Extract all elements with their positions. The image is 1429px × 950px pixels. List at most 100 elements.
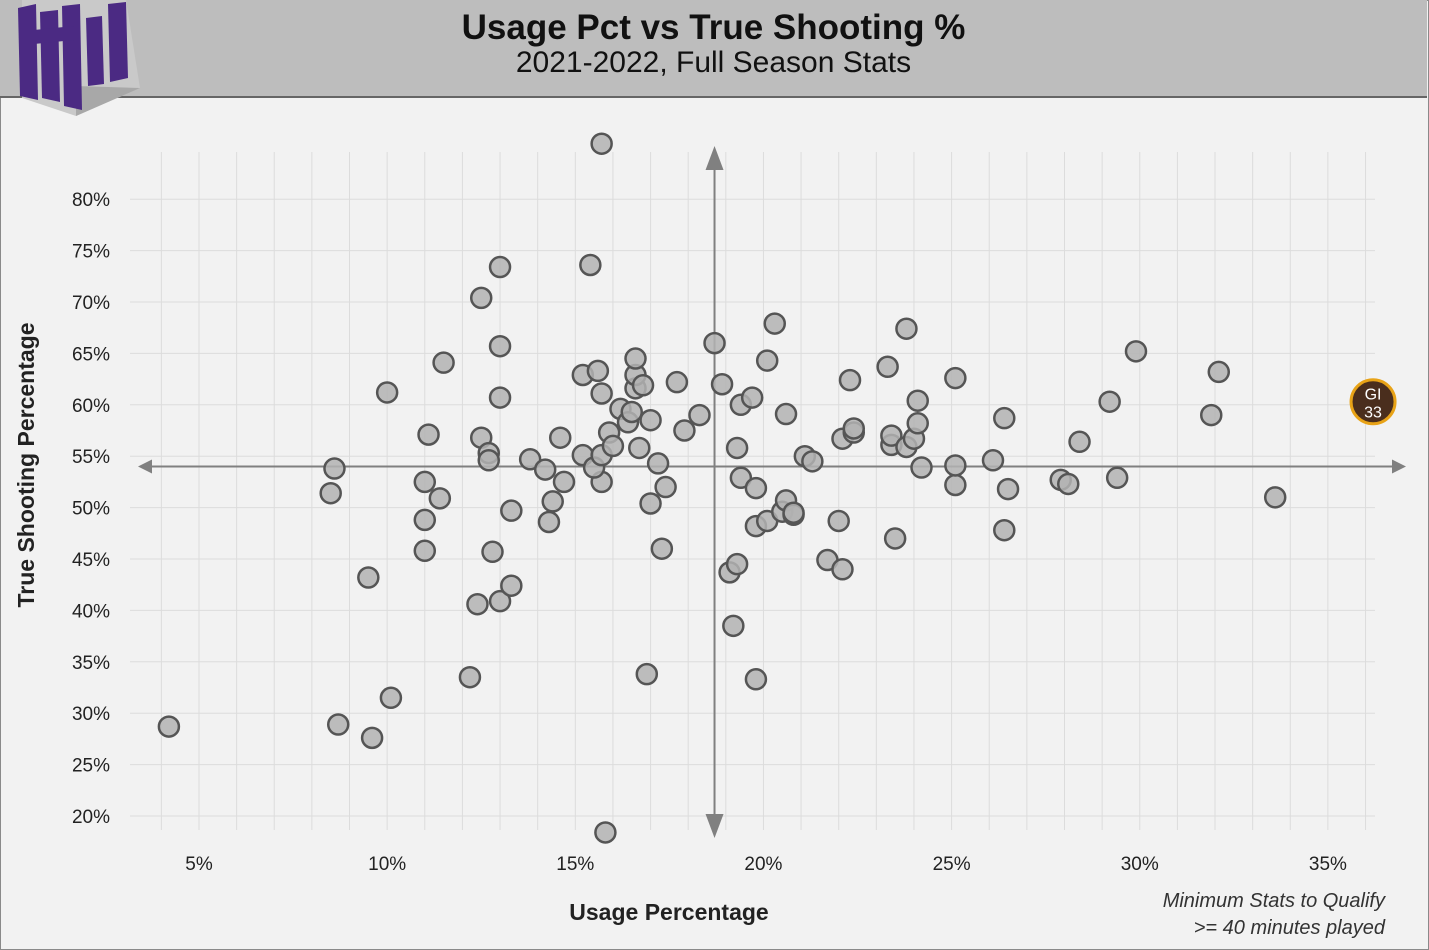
y-tick-label: 55%: [72, 447, 110, 468]
data-point: [1068, 430, 1091, 454]
data-point: [996, 477, 1020, 501]
data-point: [981, 449, 1005, 472]
data-point: [413, 539, 437, 563]
y-tick-label: 80%: [72, 190, 110, 211]
data-point: [500, 574, 523, 597]
data-point: [1105, 466, 1129, 490]
y-tick-label: 75%: [72, 242, 110, 263]
data-point: [782, 501, 805, 524]
data-point: [880, 424, 903, 447]
data-point: [590, 132, 613, 155]
data-point: [413, 470, 437, 494]
data-point: [635, 662, 659, 686]
data-point: [624, 347, 647, 370]
x-tick-label: 25%: [933, 854, 971, 875]
data-point: [1263, 486, 1287, 509]
x-tick-label: 5%: [185, 854, 213, 875]
y-tick-label: 40%: [72, 601, 110, 622]
note-line-2: >= 40 minutes played: [1193, 917, 1385, 939]
data-point: [650, 537, 674, 560]
data-point: [895, 317, 918, 340]
data-point: [842, 417, 866, 440]
data-point: [944, 473, 967, 497]
data-point: [518, 448, 542, 471]
data-point: [1098, 390, 1121, 413]
data-point: [755, 349, 779, 372]
data-point: [379, 686, 403, 710]
data-point: [323, 457, 346, 480]
x-tick-label: 15%: [556, 854, 594, 875]
data-point: [477, 449, 501, 472]
note-line-1: Minimum Stats to Qualify: [1162, 890, 1385, 912]
data-point: [722, 614, 745, 638]
data-point: [831, 558, 854, 581]
y-tick-label: 45%: [72, 550, 110, 571]
data-point: [665, 370, 689, 394]
data-point: [458, 665, 482, 689]
data-point: [710, 372, 734, 396]
data-point: [827, 509, 850, 533]
highlight-label-line-1: GI: [1365, 387, 1382, 404]
data-point: [466, 592, 489, 616]
data-point: [725, 436, 749, 460]
data-point: [413, 508, 437, 532]
data-point: [801, 450, 824, 473]
data-point: [590, 382, 613, 405]
data-point: [993, 406, 1016, 430]
y-tick-label: 25%: [72, 756, 110, 777]
data-point: [1124, 340, 1148, 363]
data-point: [533, 458, 557, 481]
highlight-label-line-2: 33: [1364, 405, 1382, 422]
data-point: [639, 408, 662, 432]
data-point: [646, 452, 670, 475]
data-point: [488, 386, 512, 409]
data-point: [688, 403, 711, 427]
data-point: [876, 355, 899, 379]
data-point: [1199, 403, 1223, 427]
data-point: [740, 386, 764, 409]
crosshair-axes: [138, 146, 1406, 838]
data-point: [357, 566, 380, 589]
data-point: [993, 518, 1016, 542]
team-logo: [18, 0, 140, 116]
y-tick-label: 65%: [72, 344, 110, 365]
data-point: [654, 475, 677, 499]
data-point: [432, 351, 455, 374]
data-point: [744, 668, 768, 691]
data-point: [703, 331, 726, 355]
data-point: [729, 466, 753, 490]
y-tick-label: 50%: [72, 499, 110, 520]
data-point: [763, 312, 786, 335]
y-tick-label: 70%: [72, 293, 110, 314]
data-point: [548, 426, 572, 449]
data-point: [541, 490, 564, 513]
data-point: [552, 470, 576, 494]
data-point: [628, 436, 651, 460]
data-point: [1207, 360, 1231, 384]
data-point: [417, 423, 440, 446]
data-point: [488, 589, 512, 613]
data-point: [744, 476, 768, 500]
chart-title: Usage Pct vs True Shooting %: [461, 8, 966, 47]
data-point: [906, 412, 929, 435]
x-axis-title: Usage Percentage: [569, 899, 768, 925]
data-point: [673, 419, 696, 442]
data-point: [944, 366, 967, 390]
y-tick-label: 20%: [72, 807, 110, 828]
data-point: [639, 492, 662, 515]
data-point: [469, 286, 493, 310]
data-point: [157, 715, 181, 738]
x-tick-label: 20%: [744, 854, 782, 875]
data-point: [631, 374, 655, 397]
data-point: [481, 540, 504, 564]
data-point: [586, 359, 610, 383]
highlight-marker: [1349, 378, 1397, 426]
y-tick-labels: 20% 25% 30% 35% 40% 45% 50% 55% 60% 65% 70% 75% 80%: [72, 190, 110, 828]
data-point: [500, 499, 523, 522]
data-point: [774, 402, 798, 426]
data-point: [488, 334, 512, 358]
data-point: [360, 726, 384, 750]
y-tick-label: 60%: [72, 396, 110, 417]
